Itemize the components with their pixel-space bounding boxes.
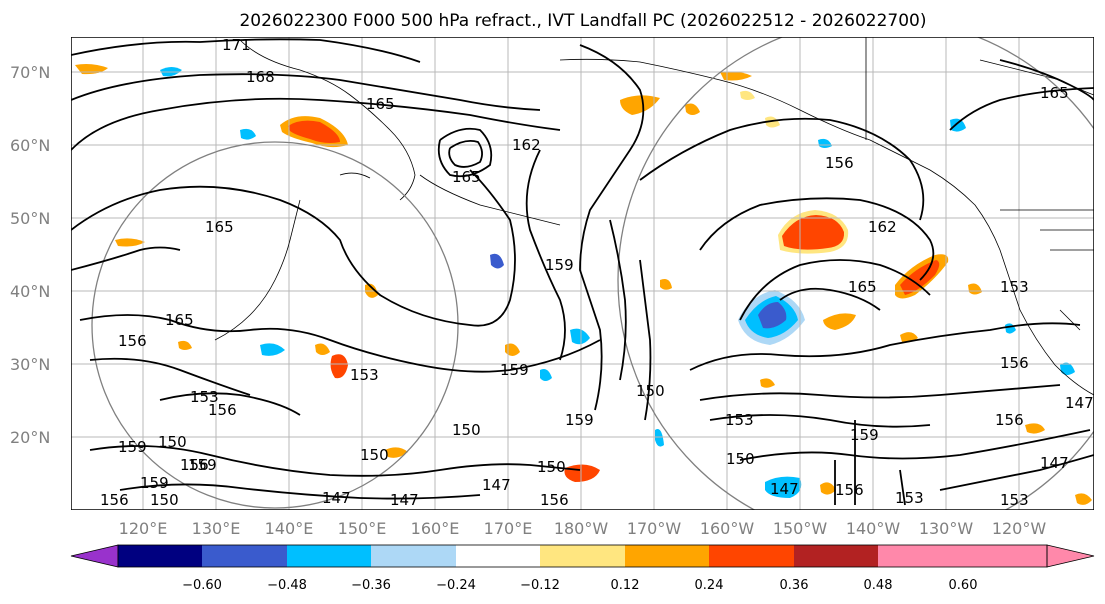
contour-label: 147 xyxy=(390,491,419,509)
contour-label: 156 xyxy=(180,456,209,474)
colorbar-tick: 0.60 xyxy=(949,578,978,593)
contour-label: 150 xyxy=(452,421,481,439)
contour-label: 150 xyxy=(150,491,179,509)
lat-label-20n: 20°N xyxy=(10,428,50,447)
contour-label: 159 xyxy=(118,438,147,456)
contour-label: 162 xyxy=(512,136,541,154)
lon-label: 140°E xyxy=(265,519,314,538)
contour-label: 171 xyxy=(222,36,251,54)
contour-label: 150 xyxy=(636,382,665,400)
colorbar-outline xyxy=(117,544,1048,568)
contour-label: 159 xyxy=(188,456,217,474)
contour-label: 159 xyxy=(850,426,879,444)
contour-label: 156 xyxy=(208,401,237,419)
range-circles xyxy=(91,37,1094,510)
colorbar: −0.60 −0.48 −0.36 −0.24 −0.12 0.12 0.24 … xyxy=(70,544,1095,593)
lon-label: 180°W xyxy=(554,519,609,538)
colorbar-tick: −0.24 xyxy=(436,578,476,593)
colorbar-seg xyxy=(371,545,456,567)
colorbar-seg xyxy=(963,545,1047,567)
colorbar-right-extend xyxy=(1046,544,1095,568)
colorbar-ticks: −0.60 −0.48 −0.36 −0.24 −0.12 0.12 0.24 … xyxy=(182,578,977,593)
contour-label: 147 xyxy=(1065,394,1094,412)
map-title: 2026022300 F000 500 hPa refract., IVT La… xyxy=(239,11,926,31)
colorbar-seg xyxy=(794,545,878,567)
contour-label: 156 xyxy=(118,332,147,350)
height-contours xyxy=(71,38,1094,506)
lon-label: 150°W xyxy=(773,519,828,538)
lat-label-30n: 30°N xyxy=(10,355,50,374)
contour-label: 153 xyxy=(190,388,219,406)
colorbar-seg xyxy=(118,545,202,567)
lat-label-60n: 60°N xyxy=(10,136,50,155)
contour-label: 165 xyxy=(452,168,481,186)
latitude-labels: 70°N 60°N 50°N 40°N 30°N 20°N xyxy=(10,63,50,447)
contour-label: 153 xyxy=(725,411,754,429)
contour-label: 156 xyxy=(995,411,1024,429)
contour-label: 165 xyxy=(848,278,877,296)
colorbar-tick: −0.48 xyxy=(267,578,307,593)
colorbar-left-extend xyxy=(70,544,119,568)
colorbar-tick: 0.24 xyxy=(695,578,724,593)
lon-label: 160°E xyxy=(411,519,460,538)
contour-label: 156 xyxy=(100,491,129,509)
colorbar-seg xyxy=(878,545,963,567)
lon-label: 170°W xyxy=(627,519,682,538)
contour-label: 156 xyxy=(1000,354,1029,372)
contour-label: 147 xyxy=(322,489,351,507)
contour-label: 150 xyxy=(726,450,755,468)
contour-label: 159 xyxy=(500,361,529,379)
contour-label: 150 xyxy=(360,446,389,464)
contour-label: 156 xyxy=(825,154,854,172)
contour-label: 159 xyxy=(545,256,574,274)
contour-label: 159 xyxy=(140,474,169,492)
graticule xyxy=(71,37,1094,510)
longitude-labels: 120°E 130°E 140°E 150°E 160°E 170°E 180°… xyxy=(119,519,1047,538)
lon-label: 150°E xyxy=(338,519,387,538)
contour-labels: 171 168 165 165 165 165 162 165 162 156 … xyxy=(100,36,1094,509)
contour-label: 168 xyxy=(246,68,275,86)
lon-label: 160°W xyxy=(700,519,755,538)
contour-label: 156 xyxy=(540,491,569,509)
contour-label: 153 xyxy=(1000,491,1029,509)
lat-label-40n: 40°N xyxy=(10,282,50,301)
contour-label: 159 xyxy=(565,411,594,429)
colorbar-seg xyxy=(709,545,794,567)
colorbar-tick: −0.12 xyxy=(520,578,560,593)
lon-label: 170°E xyxy=(484,519,533,538)
contour-label: 153 xyxy=(895,489,924,507)
lon-label: 140°W xyxy=(846,519,901,538)
colorbar-seg xyxy=(287,545,371,567)
colorbar-tick: 0.36 xyxy=(780,578,809,593)
contour-label: 147 xyxy=(482,476,511,494)
colorbar-seg xyxy=(202,545,287,567)
map-plot-area: 171 168 165 165 165 165 162 165 162 156 … xyxy=(71,36,1094,510)
contour-label: 150 xyxy=(537,458,566,476)
lat-label-50n: 50°N xyxy=(10,209,50,228)
contour-label: 162 xyxy=(868,218,897,236)
lon-label: 120°W xyxy=(992,519,1047,538)
contour-label: 165 xyxy=(205,218,234,236)
lat-label-70n: 70°N xyxy=(10,63,50,82)
contour-label: 165 xyxy=(1040,84,1069,102)
contour-label: 165 xyxy=(366,95,395,113)
contour-label: 147 xyxy=(770,480,799,498)
lon-label: 120°E xyxy=(119,519,168,538)
colorbar-tick: −0.60 xyxy=(182,578,222,593)
colorbar-seg xyxy=(540,545,625,567)
contour-label: 165 xyxy=(165,311,194,329)
colorbar-tick: −0.36 xyxy=(351,578,391,593)
contour-label: 150 xyxy=(158,433,187,451)
colorbar-tick: 0.12 xyxy=(611,578,640,593)
colorbar-seg xyxy=(456,545,540,567)
lon-label: 130°W xyxy=(919,519,974,538)
colorbar-tick: 0.48 xyxy=(864,578,893,593)
contour-label: 153 xyxy=(350,366,379,384)
lon-label: 130°E xyxy=(192,519,241,538)
contour-label: 156 xyxy=(835,481,864,499)
colorbar-seg xyxy=(625,545,709,567)
contour-label: 153 xyxy=(1000,278,1029,296)
contour-label: 147 xyxy=(1040,454,1069,472)
